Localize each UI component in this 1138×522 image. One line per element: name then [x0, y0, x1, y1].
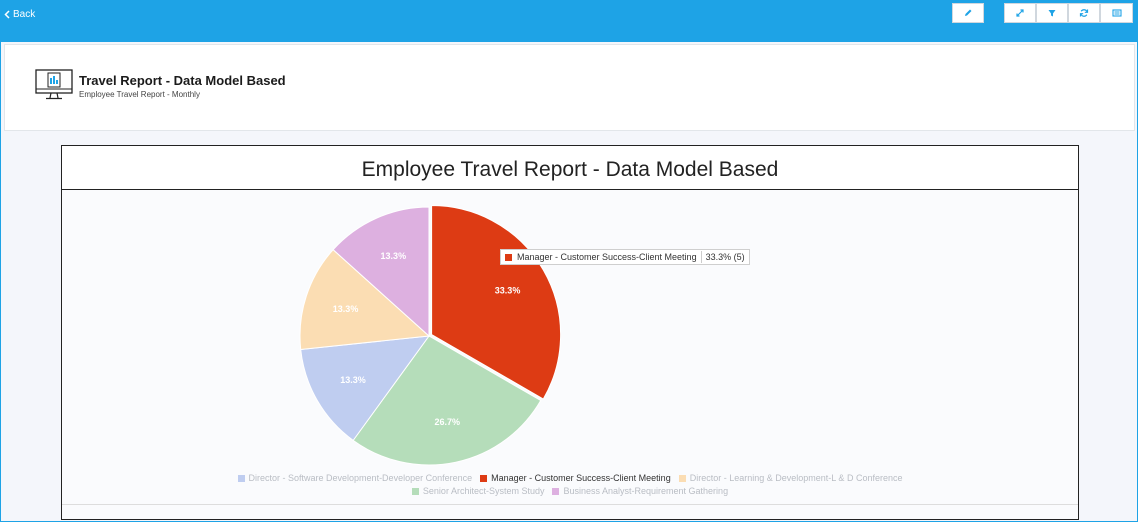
- legend-item[interactable]: Business Analyst-Requirement Gathering: [552, 486, 728, 496]
- legend-label: Manager - Customer Success-Client Meetin…: [491, 473, 671, 483]
- legend-row: Director - Software Development-Develope…: [62, 473, 1078, 483]
- chart-card: Employee Travel Report - Data Model Base…: [61, 145, 1079, 520]
- expand-icon: [1016, 9, 1024, 17]
- expand-button[interactable]: [1004, 3, 1036, 23]
- back-button[interactable]: Back: [4, 9, 35, 20]
- pie-slice[interactable]: [299, 248, 431, 351]
- legend-item[interactable]: Director - Learning & Development-L & D …: [678, 473, 903, 483]
- slice-data-label: 13.3%: [340, 375, 366, 385]
- chevron-left-icon: [4, 10, 10, 19]
- legend-label: Director - Learning & Development-L & D …: [689, 473, 903, 483]
- legend-swatch: [237, 474, 245, 482]
- report-header: Travel Report - Data Model Based Employe…: [4, 44, 1135, 131]
- report-subtitle: Employee Travel Report - Monthly: [79, 90, 200, 99]
- back-label: Back: [13, 9, 36, 20]
- chart-title-bar: Employee Travel Report - Data Model Base…: [62, 146, 1078, 190]
- legend-swatch: [411, 487, 419, 495]
- filter-icon: [1048, 10, 1056, 17]
- legend-item[interactable]: Senior Architect-System Study: [411, 486, 545, 496]
- pie-chart: 33.3% 26.7% 13.3% 13.3% 13.3%: [299, 204, 562, 466]
- legend-label: Senior Architect-System Study: [422, 486, 545, 496]
- chart-title: Employee Travel Report - Data Model Base…: [361, 158, 779, 181]
- slice-data-label: 13.3%: [381, 251, 407, 261]
- legend-swatch: [480, 474, 488, 482]
- tooltip-divider: [700, 251, 702, 263]
- slice-data-label: 13.3%: [333, 304, 359, 314]
- legend-swatch: [552, 487, 560, 495]
- chart-footer-divider: [62, 504, 1078, 505]
- filter-button[interactable]: [1036, 3, 1068, 23]
- legend-item[interactable]: Manager - Customer Success-Client Meetin…: [480, 473, 671, 483]
- report-title: Travel Report - Data Model Based: [79, 73, 286, 88]
- legend-label: Business Analyst-Requirement Gathering: [563, 486, 729, 496]
- chart-legend: Director - Software Development-Develope…: [62, 473, 1078, 499]
- pie-slice[interactable]: [300, 335, 431, 442]
- pie-slice[interactable]: [352, 335, 542, 466]
- tooltip-swatch: [505, 253, 512, 261]
- chart-tooltip: Manager - Customer Success-Client Meetin…: [500, 249, 750, 265]
- edit-button[interactable]: [952, 3, 984, 23]
- monitor-report-icon: [35, 69, 73, 100]
- pencil-icon: [965, 9, 972, 16]
- legend-item[interactable]: Director - Software Development-Develope…: [237, 473, 473, 483]
- layout-button[interactable]: [1100, 3, 1133, 23]
- legend-row: Senior Architect-System Study Business An…: [62, 486, 1078, 496]
- legend-label: Director - Software Development-Develope…: [248, 473, 473, 483]
- pie-slice[interactable]: [332, 206, 430, 338]
- layout-icon: [1111, 9, 1122, 17]
- tooltip-value: 33.3% (5): [705, 252, 745, 262]
- tooltip-label: Manager - Customer Success-Client Meetin…: [517, 252, 697, 262]
- legend-swatch: [678, 474, 686, 482]
- slice-data-label: 33.3%: [495, 286, 521, 296]
- top-bar: Back: [1, 1, 1137, 42]
- refresh-button[interactable]: [1068, 3, 1100, 23]
- slice-data-label: 26.7%: [434, 417, 460, 427]
- refresh-icon: [1079, 9, 1089, 17]
